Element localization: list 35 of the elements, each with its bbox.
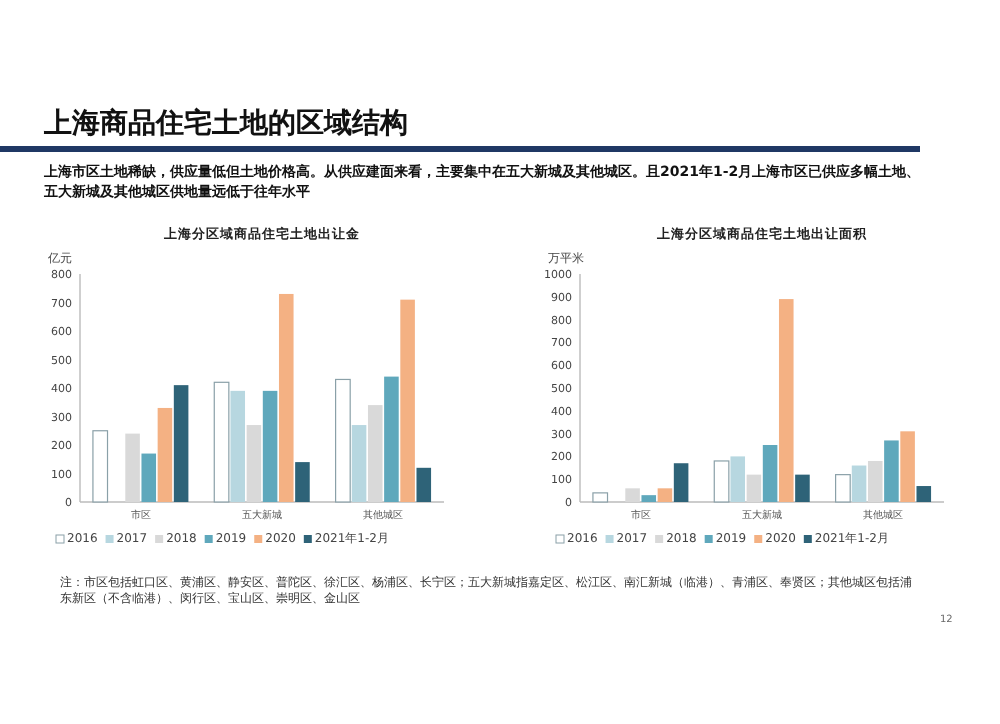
bar [295, 462, 310, 502]
bar [367, 405, 383, 502]
bar [141, 453, 157, 502]
bar [262, 390, 278, 502]
bar [246, 425, 262, 502]
bar [625, 488, 640, 502]
bar [746, 474, 762, 502]
bar [795, 474, 810, 502]
bar [778, 299, 794, 502]
bar [351, 425, 367, 502]
bar [657, 488, 673, 502]
bar [673, 463, 689, 502]
bar [867, 460, 883, 502]
bar [213, 381, 230, 503]
bar [125, 433, 140, 502]
bar [851, 465, 867, 502]
bar [835, 474, 851, 503]
bar [400, 299, 415, 502]
bar [384, 376, 399, 502]
bar [157, 407, 173, 502]
bar [713, 460, 730, 503]
bar [916, 486, 932, 502]
bar [762, 445, 778, 502]
bar [592, 492, 609, 503]
bar [900, 431, 915, 502]
bar [730, 456, 746, 502]
bar [173, 385, 189, 502]
text: 上海商品住宅土地的区域结构 [42, 106, 408, 140]
bar [230, 390, 246, 502]
bar [416, 467, 432, 502]
bar [641, 495, 657, 502]
bar [278, 293, 294, 502]
bar [884, 440, 899, 502]
bar [92, 430, 109, 503]
bar [335, 378, 351, 503]
